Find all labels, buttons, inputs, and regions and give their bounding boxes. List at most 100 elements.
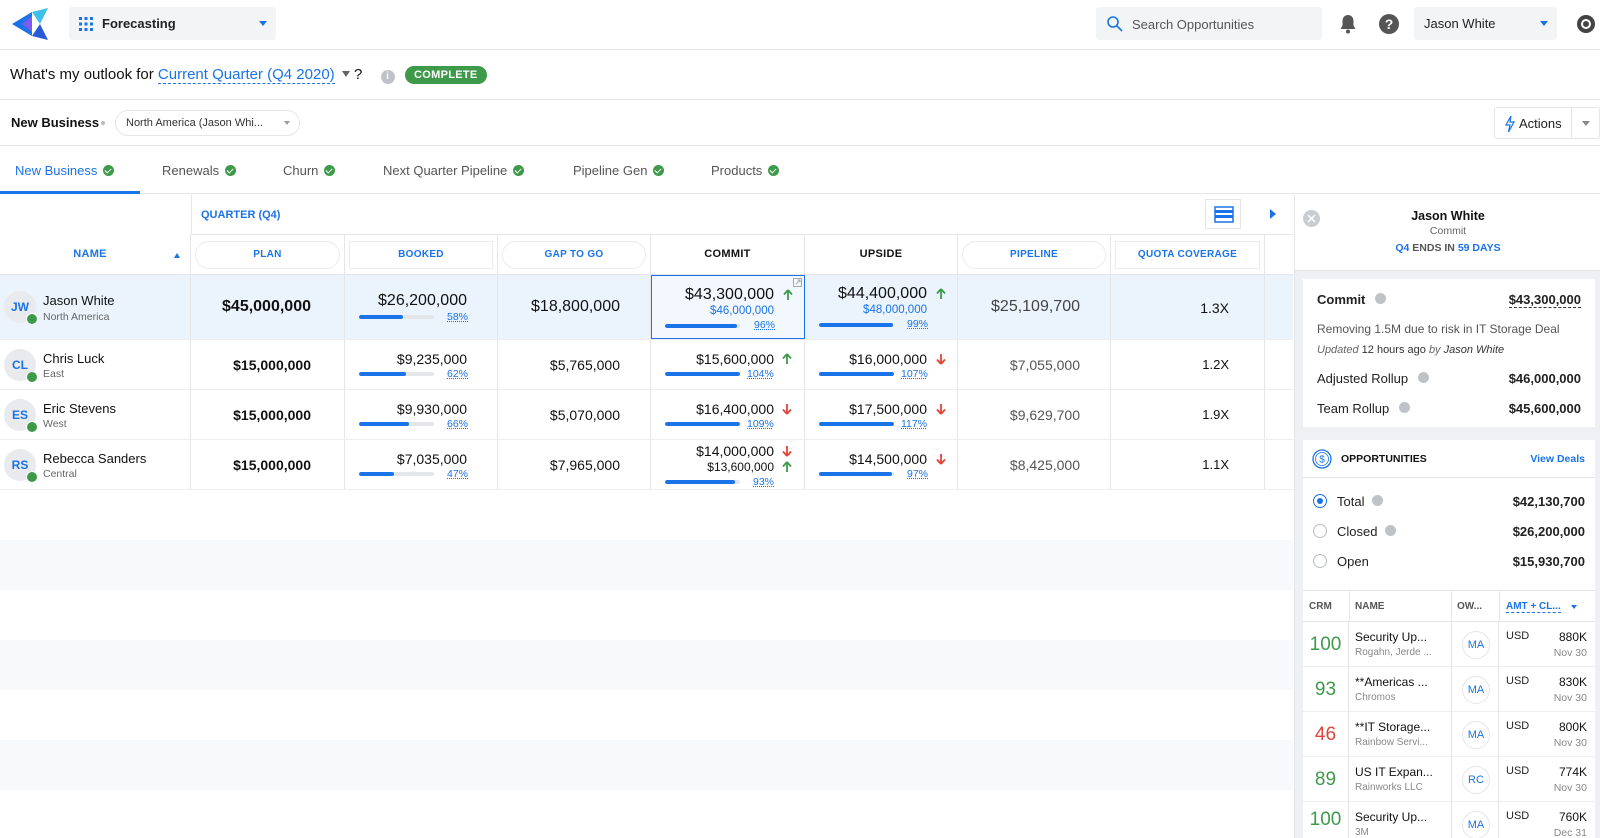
commit-cell[interactable]: $16,400,000 109% bbox=[651, 390, 805, 439]
plan-value: $45,000,000 bbox=[222, 298, 311, 316]
expand-icon[interactable] bbox=[793, 278, 802, 287]
upside-percent: 107% bbox=[901, 368, 928, 380]
tab-label: Churn bbox=[283, 163, 318, 178]
commit-note: Removing 1.5M due to risk in IT Storage … bbox=[1317, 322, 1581, 336]
upside-cell[interactable]: $14,500,000 97% bbox=[805, 440, 958, 489]
closed-option[interactable]: Closed $26,200,000 bbox=[1313, 524, 1585, 539]
upside-cell[interactable]: $17,500,000 117% bbox=[805, 390, 958, 439]
col-amount[interactable]: AMT + CL... bbox=[1506, 601, 1561, 613]
opportunities-columns: CRM NAME OW... AMT + CL... bbox=[1303, 590, 1595, 622]
owner-avatar[interactable]: MA bbox=[1462, 631, 1490, 659]
opportunity-row[interactable]: 93 **Americas ... Chromos MA USD 830K No… bbox=[1303, 667, 1595, 712]
radio-button[interactable] bbox=[1313, 554, 1327, 568]
commit-cell[interactable]: $14,000,000 $13,600,000 93% bbox=[651, 440, 805, 489]
calendar-toggle-button[interactable] bbox=[1205, 199, 1241, 229]
info-icon[interactable] bbox=[1372, 495, 1383, 506]
opp-amount: 800K bbox=[1559, 720, 1587, 734]
tab-pipeline-gen[interactable]: Pipeline Gen bbox=[573, 146, 673, 194]
sort-asc-icon bbox=[174, 253, 180, 258]
col-name[interactable]: NAME bbox=[1355, 601, 1384, 612]
divider bbox=[1451, 591, 1452, 621]
table-row[interactable]: ES Eric Stevens West $15,000,000 $9,930,… bbox=[0, 390, 1293, 440]
arrow-down-icon bbox=[782, 445, 792, 457]
info-icon[interactable] bbox=[1418, 372, 1429, 383]
tab-new-business[interactable]: New Business bbox=[0, 146, 140, 194]
owner-avatar[interactable]: MA bbox=[1462, 721, 1490, 749]
open-option[interactable]: Open $15,930,700 bbox=[1313, 554, 1585, 569]
divider bbox=[1499, 591, 1500, 621]
commit-value: $16,400,000 bbox=[696, 401, 774, 417]
radio-button[interactable] bbox=[1313, 494, 1327, 508]
svg-text:?: ? bbox=[1385, 16, 1394, 32]
tab-churn[interactable]: Churn bbox=[283, 146, 353, 194]
view-deals-link[interactable]: View Deals bbox=[1530, 453, 1585, 465]
col-coverage-header[interactable]: QUOTA COVERAGE bbox=[1111, 235, 1265, 275]
col-owner[interactable]: OW... bbox=[1457, 601, 1482, 612]
table-row[interactable]: CL Chris Luck East $15,000,000 $9,235,00… bbox=[0, 340, 1293, 390]
table-row[interactable]: RS Rebecca Sanders Central $15,000,000 $… bbox=[0, 440, 1293, 490]
help-icon[interactable]: ? bbox=[1377, 12, 1401, 36]
chevron-down-icon[interactable] bbox=[342, 71, 350, 77]
outlook-prefix: What's my outlook for bbox=[10, 66, 154, 83]
opportunity-row[interactable]: 89 US IT Expan... Rainworks LLC RC USD 7… bbox=[1303, 757, 1595, 802]
coverage-cell: 1.1X bbox=[1111, 440, 1265, 489]
commit-cell[interactable]: $15,600,000 104% bbox=[651, 340, 805, 389]
search-box[interactable] bbox=[1096, 7, 1322, 40]
col-label: PLAN bbox=[195, 241, 340, 269]
region-dropdown[interactable]: North America (Jason Whi... bbox=[115, 110, 300, 136]
opportunity-row[interactable]: 100 Security Up... Rogahn, Jerde ... MA … bbox=[1303, 622, 1595, 667]
col-crm[interactable]: CRM bbox=[1309, 601, 1332, 612]
booked-cell: $9,235,000 62% bbox=[345, 340, 498, 389]
tab-next-quarter-pipeline[interactable]: Next Quarter Pipeline bbox=[383, 146, 543, 194]
col-plan-header[interactable]: PLAN bbox=[191, 235, 345, 275]
info-icon[interactable] bbox=[1399, 402, 1410, 413]
scroll-right-icon[interactable] bbox=[1270, 209, 1276, 219]
table-row[interactable]: JW Jason White North America $45,000,000… bbox=[0, 275, 1293, 340]
booked-percent: 62% bbox=[447, 368, 468, 380]
app-logo-icon[interactable] bbox=[10, 6, 52, 42]
tab-products[interactable]: Products bbox=[711, 146, 801, 194]
bell-icon[interactable] bbox=[1336, 12, 1360, 36]
chat-icon[interactable] bbox=[1574, 12, 1598, 36]
chevron-down-icon[interactable] bbox=[1582, 121, 1590, 126]
info-icon[interactable] bbox=[1385, 525, 1396, 536]
opportunity-row[interactable]: 100 Security Up... 3M MA USD 760K Dec 31 bbox=[1303, 802, 1595, 838]
upside-cell[interactable]: $16,000,000 107% bbox=[805, 340, 958, 389]
commit-amount[interactable]: $43,300,000 bbox=[1509, 292, 1581, 308]
avatar: CL bbox=[4, 349, 36, 381]
col-gap-header[interactable]: GAP TO GO bbox=[498, 235, 651, 275]
col-pipeline-header[interactable]: PIPELINE bbox=[958, 235, 1111, 275]
owner-avatar[interactable]: MA bbox=[1462, 811, 1490, 838]
user-switcher[interactable]: Jason White bbox=[1414, 7, 1557, 40]
owner-avatar[interactable]: RC bbox=[1462, 766, 1490, 794]
arrow-down-icon bbox=[782, 403, 792, 415]
gap-cell: $18,800,000 bbox=[498, 275, 651, 339]
arrow-up-icon bbox=[783, 289, 793, 301]
commit-value: $15,600,000 bbox=[696, 351, 774, 367]
tab-renewals[interactable]: Renewals bbox=[162, 146, 252, 194]
info-icon[interactable]: i bbox=[381, 70, 395, 84]
opportunity-row[interactable]: 46 **IT Storage... Rainbow Servi... MA U… bbox=[1303, 712, 1595, 757]
owner-avatar[interactable]: MA bbox=[1462, 676, 1490, 704]
col-commit-header[interactable]: COMMIT bbox=[651, 235, 805, 275]
app-switcher[interactable]: Forecasting bbox=[69, 7, 276, 40]
opp-amount: 830K bbox=[1559, 675, 1587, 689]
col-upside-header[interactable]: UPSIDE bbox=[805, 235, 958, 275]
outlook-bar: What's my outlook for Current Quarter (Q… bbox=[0, 50, 1600, 100]
col-name-header[interactable]: NAME bbox=[0, 235, 191, 275]
gap-cell: $5,070,000 bbox=[498, 390, 651, 439]
info-icon[interactable] bbox=[1375, 293, 1386, 304]
tab-label: New Business bbox=[15, 163, 97, 178]
radio-button[interactable] bbox=[1313, 524, 1327, 538]
total-option[interactable]: Total $42,130,700 bbox=[1313, 494, 1585, 509]
col-booked-header[interactable]: BOOKED bbox=[345, 235, 498, 275]
upside-cell[interactable]: $44,400,000 $48,000,000 99% bbox=[805, 275, 958, 339]
commit-cell[interactable]: $43,300,000 $46,000,000 96% bbox=[651, 275, 805, 339]
search-input[interactable] bbox=[1132, 14, 1312, 34]
gap-value: $5,765,000 bbox=[550, 357, 620, 373]
sort-desc-icon[interactable] bbox=[1571, 605, 1577, 609]
booked-value: $9,235,000 bbox=[397, 351, 467, 367]
period-selector[interactable]: Current Quarter (Q4 2020) bbox=[158, 66, 335, 84]
actions-button[interactable]: Actions bbox=[1494, 107, 1600, 139]
upside-value: $17,500,000 bbox=[849, 401, 927, 417]
